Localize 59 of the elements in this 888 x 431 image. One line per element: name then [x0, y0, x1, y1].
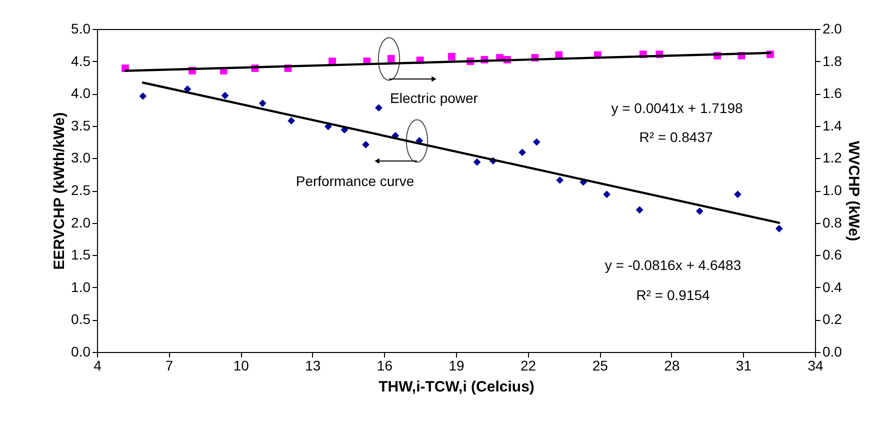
point [734, 190, 742, 198]
x-tick-label: 16 [376, 358, 393, 374]
annotation: R² = 0.8437 [639, 129, 713, 145]
y2-tick-label: 0.6 [822, 246, 842, 263]
x-tick-label: 31 [736, 358, 752, 374]
point [374, 104, 382, 112]
y-axis-title: EERVCHP (kWth/kWe) [51, 112, 68, 270]
point [362, 140, 370, 148]
y-tick-label: 1.0 [71, 278, 91, 295]
y2-tick-label: 1.2 [822, 150, 842, 166]
annotation: Electric power [390, 90, 478, 106]
x-tick-label: 28 [664, 358, 680, 374]
annotation: y = 0.0041x + 1.7198 [611, 100, 743, 116]
point [532, 138, 540, 146]
y2-tick-label: 0.0 [822, 344, 842, 360]
x-tick-label: 22 [520, 358, 536, 374]
y-tick-label: 4.5 [71, 52, 91, 69]
y2-tick-label: 1.0 [822, 182, 842, 198]
y-tick-label: 0.5 [71, 311, 91, 328]
point [387, 55, 395, 62]
x-tick-label: 7 [165, 358, 174, 374]
x-tick-label: 13 [305, 358, 321, 374]
point [448, 52, 456, 60]
x-tick-label: 34 [808, 358, 824, 374]
y2-tick-label: 1.4 [822, 117, 842, 134]
y2-tick-label: 1.8 [822, 52, 842, 69]
point [636, 206, 644, 214]
point [696, 207, 704, 215]
y2-tick-label: 0.4 [822, 278, 842, 295]
y-tick-label: 1.5 [71, 246, 91, 263]
point [221, 92, 229, 100]
y-tick-label: 5.0 [71, 20, 91, 36]
y-tick-label: 4.0 [71, 85, 91, 102]
annotation: y = -0.0816x + 4.6483 [604, 257, 742, 273]
point [258, 100, 266, 107]
point [775, 224, 783, 232]
point [288, 117, 296, 124]
y-tick-label: 3.5 [71, 117, 91, 134]
y2-tick-label: 0.8 [822, 214, 842, 230]
x-tick-label: 10 [233, 358, 250, 374]
y-tick-label: 2.5 [71, 182, 91, 198]
x-tick-label: 25 [592, 358, 608, 374]
y2-tick-label: 0.2 [822, 311, 842, 328]
point [556, 176, 564, 184]
y-tick-label: 0.0 [71, 344, 91, 360]
point [603, 190, 610, 198]
x-tick-label: 4 [94, 358, 102, 374]
annotation: R² = 0.9154 [636, 287, 710, 303]
x-tick-label: 19 [448, 358, 464, 374]
y2-tick-label: 2.0 [822, 20, 842, 36]
y-tick-label: 3.0 [71, 150, 91, 166]
point [139, 92, 147, 100]
annotation: Performance curve [296, 173, 414, 189]
y-tick-label: 2.0 [71, 214, 91, 230]
x-axis-title: THW,i-TCW,i (Celcius) [378, 378, 534, 396]
y2-axis-title: WVCHP (kWe) [844, 140, 862, 242]
point [473, 158, 481, 166]
point [518, 148, 526, 156]
y2-tick-label: 1.6 [822, 85, 842, 102]
